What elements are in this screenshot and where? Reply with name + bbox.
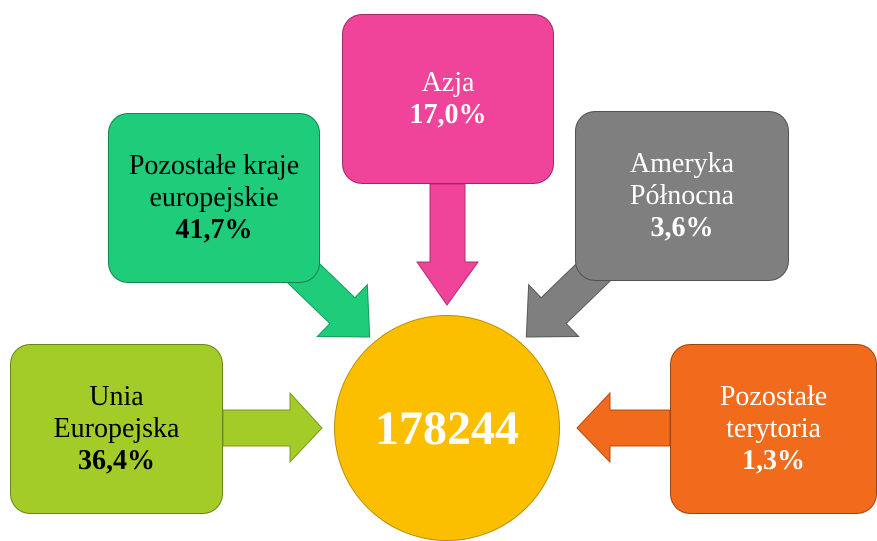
node-name: Pozostałe terytoria [719, 381, 828, 444]
arrow-pink [416, 183, 479, 306]
node-name: Pozostałe kraje europejskie [128, 150, 300, 213]
node: Pozostałe kraje europejskie 41,7% [108, 113, 320, 283]
node-value: 1,3% [742, 445, 805, 476]
node: Unia Europejska 36,4% [10, 344, 223, 514]
node-value: 17,0% [409, 99, 487, 130]
node-value: 36,4% [78, 445, 155, 476]
center-total: 178244 [334, 315, 560, 541]
arrow-lime [222, 391, 323, 464]
node-value: 41,7% [175, 214, 253, 245]
node-name: Ameryka Północna [629, 148, 735, 211]
node-value: 3,6% [650, 212, 714, 243]
arrow-orange [576, 391, 671, 464]
node-name: Unia Europejska [53, 381, 180, 444]
node: Ameryka Północna 3,6% [575, 111, 789, 281]
node-name: Azja [421, 67, 475, 98]
node: Pozostałe terytoria 1,3% [670, 344, 877, 514]
node: Azja 17,0% [342, 14, 554, 184]
